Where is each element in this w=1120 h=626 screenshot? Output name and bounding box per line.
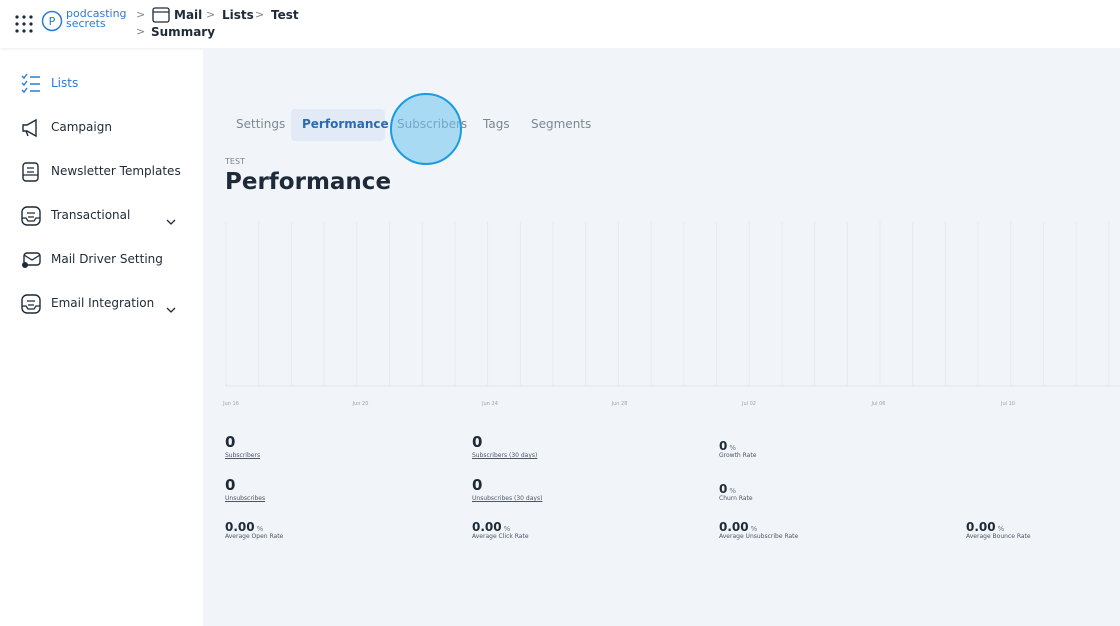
x-tick-label: Jun 16 xyxy=(223,401,239,407)
stat-label: Churn Rate xyxy=(719,495,753,502)
stat-number: 0 xyxy=(719,482,728,496)
stat-number: 0.00 xyxy=(966,520,996,534)
nav-item[interactable]: Newsletter Templates xyxy=(51,164,181,178)
nav-icon xyxy=(20,205,42,231)
stat-label[interactable]: Unsubscribes xyxy=(225,495,266,502)
main-panel xyxy=(203,48,1120,626)
stat-label: Average Bounce Rate xyxy=(966,533,1031,540)
stat-value: 0% xyxy=(719,478,736,497)
breadcrumb-item[interactable]: Mail xyxy=(174,8,203,22)
stat-label: Average Unsubscribe Rate xyxy=(719,533,799,540)
x-tick-label: Jun 28 xyxy=(611,401,628,407)
stat-label[interactable]: Subscribers (30 days) xyxy=(472,452,538,459)
stat-number: 0 xyxy=(719,439,728,453)
stat-unit: % xyxy=(256,525,264,533)
logo-text: podcasting xyxy=(66,7,127,20)
nav-item[interactable]: Campaign xyxy=(51,120,112,134)
stat-label: Average Click Rate xyxy=(472,533,529,540)
stat-value: 0.00% xyxy=(966,516,1004,535)
logo[interactable]: podcasting secrets xyxy=(66,7,127,30)
nav-icon xyxy=(20,73,42,99)
chevron: > xyxy=(255,8,265,21)
page-title: Performance xyxy=(225,169,392,195)
nav-icon xyxy=(20,293,42,319)
stat-number: 0.00 xyxy=(225,520,255,534)
logo-text: secrets xyxy=(66,17,106,30)
nav-item[interactable]: Email Integration xyxy=(51,296,155,310)
stat-number: 0.00 xyxy=(472,520,502,534)
breadcrumb-item: Summary xyxy=(151,25,216,39)
nav-item[interactable]: Transactional xyxy=(51,208,131,222)
stat-number: 0.00 xyxy=(719,520,749,534)
tab[interactable]: Segments xyxy=(531,117,592,131)
eyebrow: TEST xyxy=(225,157,245,166)
chevron: > xyxy=(136,8,146,21)
stat-value: 0 xyxy=(225,432,235,451)
mail-icon xyxy=(152,7,170,23)
stat-label[interactable]: Unsubscribes (30 days) xyxy=(472,495,543,502)
apps-icon[interactable] xyxy=(15,15,33,33)
stat-value: 0.00% xyxy=(719,516,757,535)
stat-value: 0 xyxy=(472,432,482,451)
svg-text:P: P xyxy=(49,15,56,28)
stat-unit: % xyxy=(997,525,1005,533)
stat-number: 0 xyxy=(472,476,483,494)
stat-unit: % xyxy=(729,444,737,452)
stat-number: 0 xyxy=(225,433,236,451)
x-tick-label: Jul 06 xyxy=(871,401,886,407)
expand-chevron[interactable] xyxy=(166,211,176,230)
active-tab-bg xyxy=(291,109,385,141)
breadcrumb-item[interactable]: Test xyxy=(271,8,299,22)
stat-unit: % xyxy=(729,487,737,495)
stat-unit: % xyxy=(503,525,511,533)
chart-grid xyxy=(225,222,1120,387)
x-tick-label: Jul 10 xyxy=(1001,401,1015,407)
chevron: > xyxy=(206,8,216,21)
nav-item[interactable]: Mail Driver Setting xyxy=(51,252,163,266)
stat-number: 0 xyxy=(225,476,236,494)
nav-icon xyxy=(20,117,42,143)
stat-value: 0.00% xyxy=(225,516,263,535)
nav-icon xyxy=(20,249,42,275)
stat-label: Growth Rate xyxy=(719,452,757,459)
click-indicator xyxy=(390,93,462,165)
chevron: > xyxy=(136,25,146,38)
breadcrumb-item[interactable]: Lists xyxy=(222,8,254,22)
x-tick-label: Jun 24 xyxy=(482,401,498,407)
stat-label: Average Open Rate xyxy=(225,533,284,540)
tab[interactable]: Tags xyxy=(483,117,510,131)
stat-value: 0% xyxy=(719,435,736,454)
x-tick-label: Jul 02 xyxy=(742,401,756,407)
tab[interactable]: Performance xyxy=(302,117,389,131)
stat-label[interactable]: Subscribers xyxy=(225,452,261,459)
nav-icon xyxy=(20,161,42,187)
top-bar: P podcasting secrets > Mail > Lists > Tes… xyxy=(0,0,1120,48)
stat-value: 0 xyxy=(472,475,482,494)
tab[interactable]: Settings xyxy=(236,117,286,131)
nav-item[interactable]: Lists xyxy=(51,76,79,90)
x-tick-label: Jun 20 xyxy=(352,401,369,407)
expand-chevron[interactable] xyxy=(166,299,176,318)
stat-number: 0 xyxy=(472,433,483,451)
stat-unit: % xyxy=(750,525,758,533)
stat-value: 0 xyxy=(225,475,235,494)
logo-icon: P xyxy=(41,10,63,32)
stat-value: 0.00% xyxy=(472,516,510,535)
